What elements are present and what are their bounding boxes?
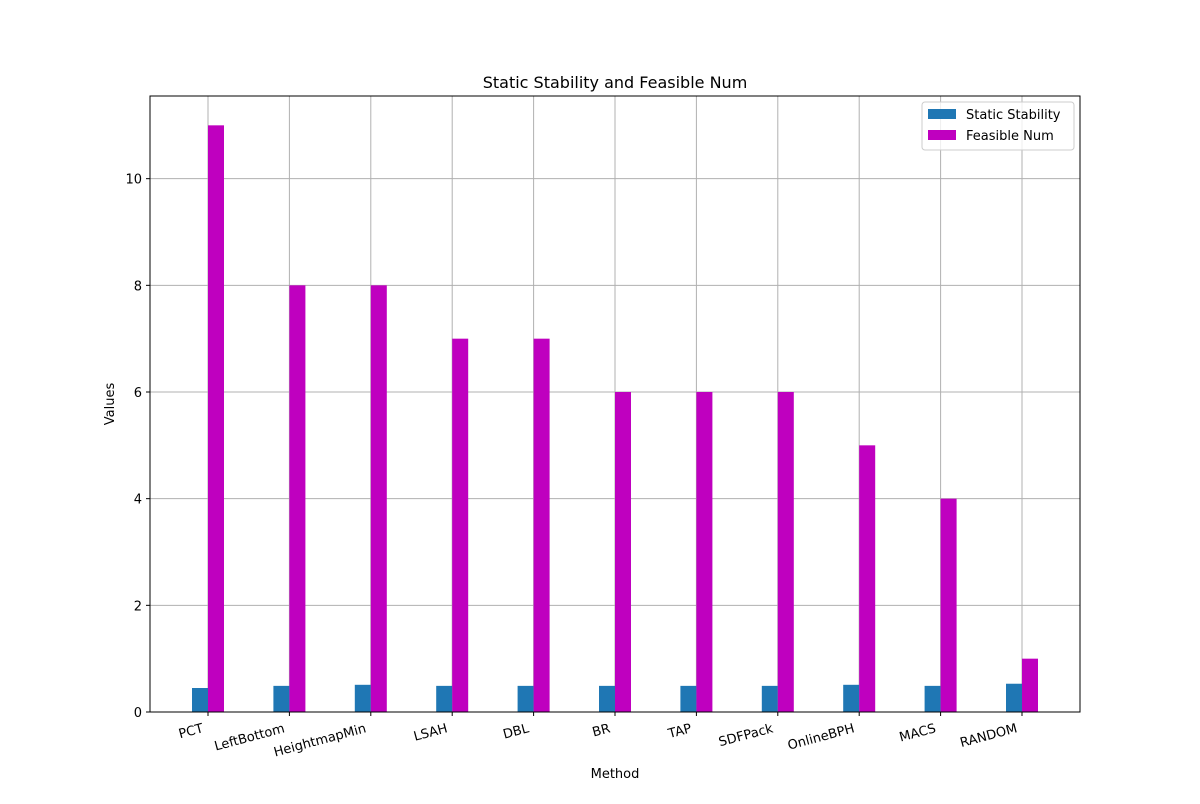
x-tick-label: PCT	[177, 721, 205, 742]
y-tick-label: 8	[134, 279, 142, 294]
bar-static-stability-dbl	[517, 685, 534, 712]
legend-label: Static Stability	[966, 108, 1061, 123]
bar-feasible-num-lsah	[452, 338, 469, 712]
bar-feasible-num-random	[1022, 658, 1038, 712]
y-tick-label: 6	[134, 386, 142, 401]
x-tick-label: DBL	[501, 721, 531, 742]
chart-title: Static Stability and Feasible Num	[483, 73, 748, 92]
legend-box	[921, 101, 1075, 151]
bars	[192, 125, 1038, 713]
y-tick-label: 2	[134, 599, 142, 614]
bar-feasible-num-macs	[940, 498, 957, 712]
legend-swatch	[928, 130, 956, 140]
y-tick-label: 4	[134, 493, 142, 508]
legend-label: Feasible Num	[966, 129, 1054, 144]
x-axis-label: Method	[591, 767, 640, 782]
bar-static-stability-pct	[192, 688, 208, 712]
bar-feasible-num-sdfpack	[777, 392, 794, 712]
bar-static-stability-lsah	[436, 685, 453, 712]
bar-static-stability-tap	[680, 685, 697, 712]
y-axis-ticks: 0 2 4 6 8 10	[125, 173, 150, 721]
legend-swatch	[928, 109, 956, 119]
bar-feasible-num-leftbottom	[289, 285, 306, 712]
bar-feasible-num-dbl	[533, 338, 550, 712]
x-tick-label: BR	[591, 721, 612, 740]
bar-static-stability-br	[599, 685, 615, 712]
bar-feasible-num-pct	[208, 125, 224, 713]
legend: Static Stability Feasible Num	[921, 101, 1075, 151]
bar-feasible-num-br	[615, 392, 631, 712]
x-tick-label: TAP	[666, 721, 694, 742]
y-tick-label: 0	[134, 706, 142, 721]
bar-static-stability-heightmapmin	[354, 684, 371, 712]
bar-static-stability-leftbottom	[273, 685, 290, 712]
y-tick-label: 10	[125, 173, 142, 188]
bar-static-stability-random	[1006, 683, 1022, 712]
bar-static-stability-macs	[924, 685, 941, 712]
bar-static-stability-onlinebph	[843, 684, 860, 712]
bar-feasible-num-tap	[696, 392, 713, 712]
bar-static-stability-sdfpack	[761, 685, 778, 712]
bar-feasible-num-onlinebph	[859, 445, 876, 712]
bar-feasible-num-heightmapmin	[370, 285, 387, 712]
y-axis-label: Values	[103, 383, 118, 426]
